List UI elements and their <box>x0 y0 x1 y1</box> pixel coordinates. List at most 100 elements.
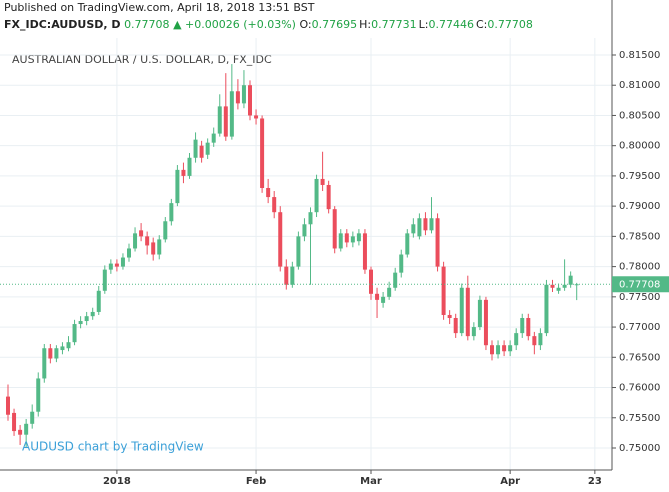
candle-body <box>139 230 144 237</box>
candle-body <box>108 263 113 270</box>
candle-body <box>284 266 289 285</box>
candle-body <box>54 348 59 359</box>
candle-body <box>199 145 204 158</box>
candle-body <box>483 299 488 346</box>
last-price-label: 0.77708 <box>619 279 660 290</box>
candle-body <box>344 233 349 243</box>
x-tick-label: Feb <box>246 476 266 487</box>
candle-body <box>151 242 156 255</box>
candle-body <box>496 345 501 355</box>
ohlc-label: L: <box>418 18 429 31</box>
candle-body <box>362 233 367 270</box>
candle-body <box>338 233 343 249</box>
candle-body <box>544 284 549 334</box>
candle-body <box>229 91 234 137</box>
ohlc: O:0.77695 H:0.77731 L:0.77446 C:0.77708 <box>299 18 534 31</box>
candle-body <box>30 411 35 424</box>
candle-body <box>514 333 519 346</box>
change: ▲ +0.00026 (+0.03%) <box>173 18 296 31</box>
candle-body <box>181 169 186 176</box>
candle-body <box>60 346 65 351</box>
x-tick-label: 2018 <box>103 476 131 487</box>
candle-body <box>538 333 543 346</box>
candle-body <box>12 412 17 432</box>
candle-body <box>314 178 319 213</box>
candle-body <box>356 233 361 242</box>
candle-body <box>405 233 410 255</box>
candle-body <box>465 287 470 337</box>
candle-body <box>266 188 271 198</box>
candle-body <box>48 348 53 359</box>
candle-body <box>223 106 228 137</box>
candle-body <box>235 91 240 104</box>
candle-body <box>278 212 283 267</box>
candle-body <box>435 218 440 267</box>
candle-body <box>320 178 325 185</box>
ohlc-label: H: <box>359 18 372 31</box>
candle-body <box>350 236 355 243</box>
candle-body <box>78 321 83 325</box>
candle-body <box>42 348 47 379</box>
y-tick-label: 0.75500 <box>619 413 660 424</box>
y-tick-label: 0.79000 <box>619 201 660 212</box>
candle-body <box>217 106 222 134</box>
candle-body <box>169 203 174 222</box>
candle-body <box>254 115 259 119</box>
candle-body <box>24 423 29 435</box>
ohlc-value: 0.77695 <box>311 18 358 31</box>
candle-body <box>375 293 380 300</box>
candle-body <box>187 157 192 176</box>
candle-body <box>447 314 452 318</box>
candle-body <box>520 317 525 334</box>
candle-body <box>157 239 162 255</box>
candle-body <box>290 266 295 285</box>
ohlc-label: C: <box>475 18 488 31</box>
watermark: AUDUSD chart by TradingView <box>22 440 204 454</box>
candle-body <box>332 209 337 249</box>
candle-body <box>114 263 119 267</box>
candle-body <box>532 336 537 346</box>
y-tick-label: 0.78000 <box>619 262 660 273</box>
candle-body <box>260 118 265 189</box>
candle-body <box>490 345 494 355</box>
candle-body <box>163 221 168 240</box>
y-tick-label: 0.76000 <box>619 383 660 394</box>
last-price: 0.77708 <box>124 18 170 31</box>
candle-body <box>102 269 107 291</box>
candle-body <box>411 224 416 234</box>
y-tick-label: 0.80500 <box>619 110 660 121</box>
candle-body <box>502 345 507 352</box>
candle-body <box>562 284 567 288</box>
chart-title: AUSTRALIAN DOLLAR / U.S. DOLLAR, D, FX_I… <box>12 53 272 66</box>
candle-body <box>145 236 150 246</box>
candle-body <box>550 284 555 288</box>
candle-body <box>211 133 216 143</box>
candle-body <box>417 218 422 237</box>
last-price-box <box>612 276 669 293</box>
y-tick-label: 0.78500 <box>619 231 660 242</box>
y-tick-label: 0.76500 <box>619 352 660 363</box>
candle-body <box>72 324 77 343</box>
y-tick-label: 0.81500 <box>619 50 660 61</box>
ohlc-label: O: <box>299 18 312 31</box>
candle-body <box>133 233 138 249</box>
candle-body <box>36 378 41 412</box>
y-tick-label: 0.81000 <box>619 80 660 91</box>
candle-body <box>393 272 398 288</box>
candle-body <box>96 290 101 312</box>
y-tick-label: 0.77000 <box>619 322 660 333</box>
x-tick-label: 23 <box>588 476 602 487</box>
ohlc-value: 0.77708 <box>487 18 533 31</box>
candle-body <box>387 287 392 297</box>
candle-body <box>477 299 482 328</box>
candle-body <box>120 257 125 267</box>
candle-body <box>296 236 301 267</box>
candle-body <box>6 396 10 415</box>
candle-body <box>18 429 23 435</box>
candle-body <box>381 296 386 303</box>
candle-body <box>441 266 446 315</box>
candle-body <box>308 212 313 225</box>
candle-body <box>526 317 531 337</box>
